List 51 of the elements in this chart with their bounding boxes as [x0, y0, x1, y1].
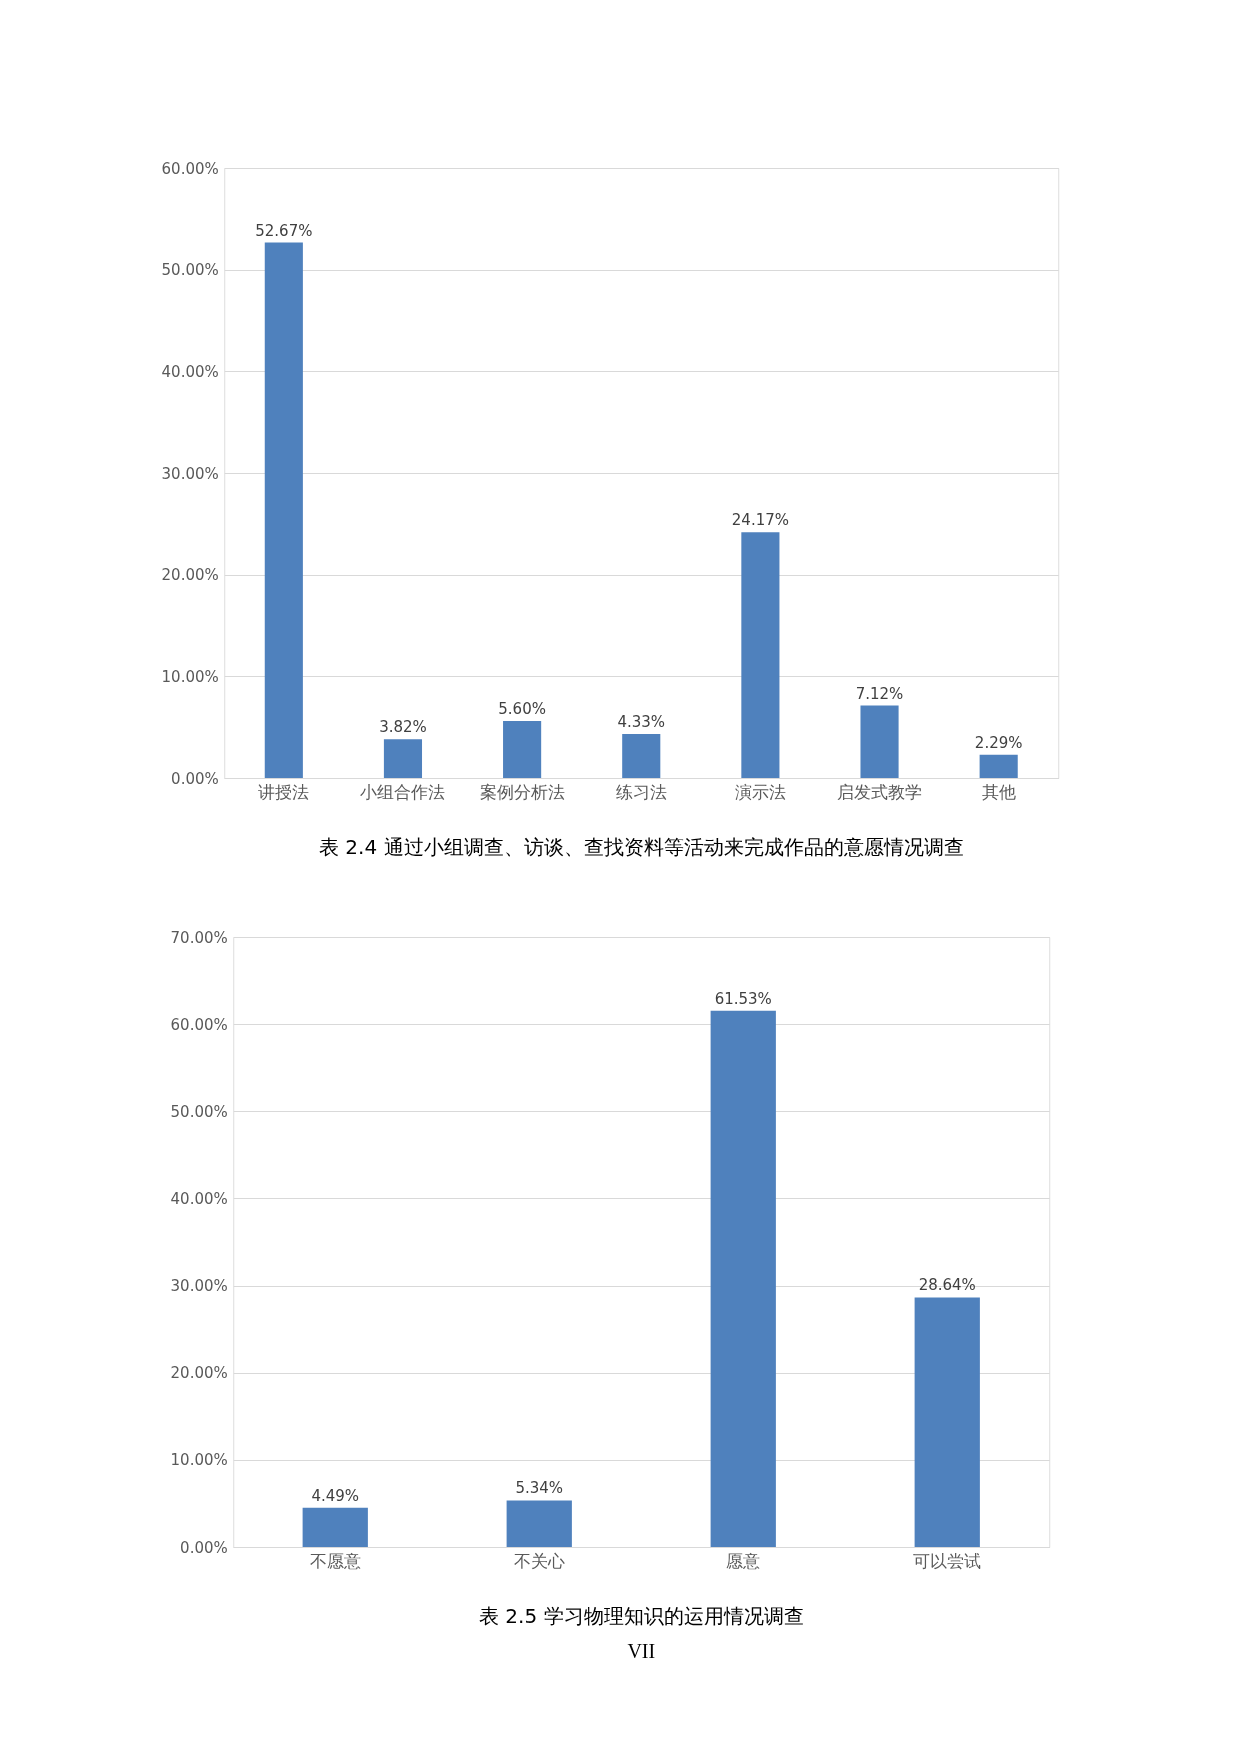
data-label: 3.82%	[379, 718, 427, 737]
x-tick-label: 可以尝试	[913, 1550, 982, 1571]
data-label: 4.33%	[617, 712, 666, 731]
y-tick-label: 0.00%	[171, 769, 219, 788]
bar	[302, 1507, 368, 1547]
bar	[860, 705, 899, 778]
x-tick-label: 练习法	[615, 781, 667, 802]
y-tick-label: 70.00%	[170, 928, 228, 947]
x-tick-label: 演示法	[734, 781, 786, 802]
bar	[383, 739, 423, 778]
data-label: 5.34%	[515, 1479, 564, 1498]
bar	[503, 721, 542, 778]
y-tick-label: 20.00%	[170, 1364, 228, 1383]
data-label: 5.60%	[498, 700, 546, 719]
y-tick-label: 10.00%	[170, 1451, 228, 1470]
data-label: 61.53%	[714, 989, 772, 1008]
x-tick-label: 其他	[981, 781, 1016, 802]
data-label: 52.67%	[255, 221, 313, 240]
y-tick-label: 30.00%	[170, 1277, 228, 1296]
x-tick-label: 不愿意	[309, 1550, 361, 1571]
bar	[741, 532, 780, 778]
y-tick-label: 10.00%	[161, 667, 219, 686]
x-tick-label: 讲授法	[258, 781, 310, 802]
data-label: 4.49%	[311, 1486, 360, 1505]
bar	[506, 1500, 572, 1547]
data-label: 24.17%	[731, 511, 789, 530]
data-label: 7.12%	[855, 684, 904, 703]
bar	[622, 733, 661, 778]
text: VII	[627, 1640, 656, 1662]
x-tick-label: 愿意	[726, 1550, 761, 1571]
y-tick-label: 40.00%	[161, 362, 219, 381]
y-tick-label: 60.00%	[170, 1015, 228, 1034]
x-tick-label: 小组合作法	[360, 781, 446, 802]
text: 表 2.5 学习物理知识的运用情况调查	[478, 1604, 804, 1628]
x-tick-label: 启发式教学	[837, 781, 923, 802]
data-label: 2.29%	[974, 733, 1023, 752]
data-label: 28.64%	[918, 1276, 976, 1295]
bar	[914, 1297, 980, 1547]
bar	[979, 754, 1018, 778]
x-tick-label: 案例分析法	[479, 781, 565, 802]
y-tick-label: 50.00%	[161, 261, 219, 280]
bar	[264, 242, 303, 778]
x-tick-label: 不关心	[513, 1550, 565, 1571]
y-tick-label: 30.00%	[161, 464, 219, 483]
bar	[710, 1010, 776, 1547]
y-tick-label: 20.00%	[161, 566, 219, 585]
y-tick-label: 60.00%	[161, 159, 219, 178]
y-tick-label: 50.00%	[170, 1102, 228, 1121]
text: 表 2.4 通过小组调查、访谈、查找资料等活动来完成作品的意愿情况调查	[318, 835, 964, 859]
y-tick-label: 40.00%	[170, 1189, 228, 1208]
y-tick-label: 0.00%	[180, 1538, 228, 1557]
